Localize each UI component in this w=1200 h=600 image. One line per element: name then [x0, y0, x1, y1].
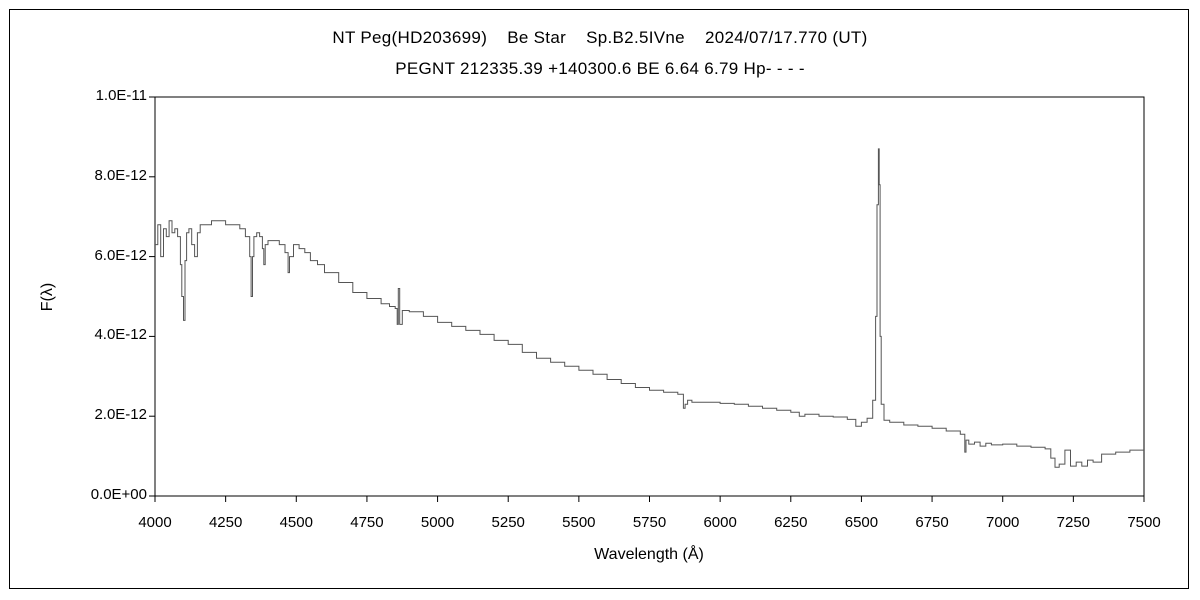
x-tick-label: 7500: [1127, 514, 1161, 531]
y-axis-label: F(λ): [39, 282, 56, 312]
y-tick-label: 4.0E-12: [94, 326, 147, 344]
chart-title: NT Peg(HD203699) Be Star Sp.B2.5IVne 202…: [332, 28, 868, 47]
x-tick-label: 5500: [562, 514, 596, 531]
x-tick-label: 5750: [632, 514, 667, 531]
plot-area: [154, 96, 1145, 497]
x-tick-label: 6000: [703, 514, 737, 531]
x-tick-label: 4000: [138, 514, 172, 531]
x-tick-label: 7250: [1056, 514, 1091, 531]
y-tick-label: 1.0E-11: [95, 87, 147, 104]
x-tick-label: 6500: [844, 514, 879, 531]
x-axis-label: Wavelength (Å): [594, 546, 704, 563]
x-tick-label: 6750: [915, 514, 949, 531]
x-tick-label: 7000: [986, 514, 1020, 531]
spectrum-series-line: [155, 148, 1144, 468]
x-tick-label: 4750: [350, 514, 384, 531]
chart-subtitle: PEGNT 212335.39 +140300.6 BE 6.64 6.79 H…: [395, 59, 805, 78]
y-tick-label: 8.0E-12: [94, 166, 147, 184]
y-tick-label: 0.0E+00: [90, 486, 147, 503]
x-tick-label: 4500: [279, 514, 313, 531]
x-tick-label: 4250: [208, 514, 243, 531]
chart-frame: [9, 9, 1189, 589]
y-tick-label: 2.0E-12: [94, 406, 147, 424]
x-tick-label: 5250: [491, 514, 525, 531]
x-tick-label: 5000: [420, 514, 455, 531]
y-tick-label: 6.0E-12: [94, 246, 147, 264]
x-tick-label: 6250: [774, 514, 808, 531]
